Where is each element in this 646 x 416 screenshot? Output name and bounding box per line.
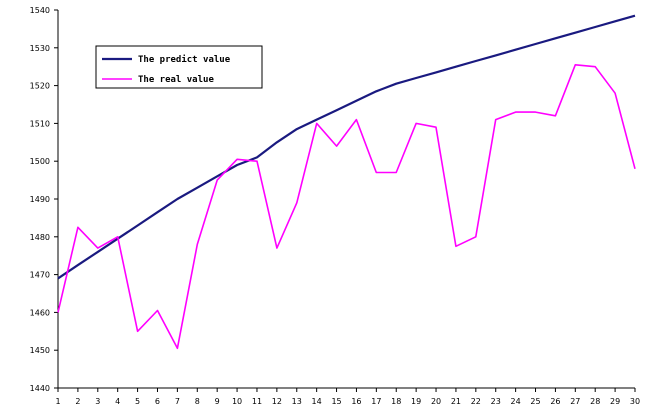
- x-tick-label: 11: [252, 397, 262, 406]
- x-tick-label: 15: [331, 397, 341, 406]
- y-tick-label: 1510: [30, 119, 50, 128]
- series-layer: [57, 14, 636, 350]
- x-tick-label: 1: [55, 397, 60, 406]
- x-tick-label: 24: [511, 397, 521, 406]
- x-tick-label: 19: [411, 397, 421, 406]
- x-tick-label: 13: [292, 397, 302, 406]
- x-tick-label: 18: [391, 397, 401, 406]
- y-tick-label: 1460: [30, 308, 50, 317]
- x-tick-label: 2: [75, 397, 80, 406]
- x-tick-label: 28: [590, 397, 600, 406]
- x-tick-label: 26: [550, 397, 560, 406]
- y-tick-label: 1480: [30, 233, 50, 242]
- y-tick-label: 1470: [30, 271, 50, 280]
- legend-label: The real value: [138, 75, 214, 85]
- y-tick-label: 1520: [30, 82, 50, 91]
- x-tick-label: 22: [471, 397, 481, 406]
- predict-series-line: [57, 14, 636, 280]
- x-tick-label: 27: [570, 397, 580, 406]
- y-tick-label: 1440: [30, 384, 50, 393]
- x-tick-label: 20: [431, 397, 441, 406]
- x-tick-label: 6: [155, 397, 160, 406]
- x-tick-label: 16: [351, 397, 361, 406]
- x-tick-label: 23: [491, 397, 501, 406]
- legend-label: The predict value: [138, 54, 231, 65]
- x-axis-ticks: 1 2 3 4 5 6 7 8 9 10 11 12 13 14 15 16 17 18 19 20 21 22 23 24 2…: [55, 388, 640, 406]
- y-tick-label: 1530: [30, 44, 50, 53]
- legend-box: [95, 45, 263, 89]
- x-tick-label: 7: [175, 397, 180, 406]
- y-tick-label: 1450: [30, 346, 50, 355]
- x-tick-label: 17: [371, 397, 381, 406]
- real-series-line: [57, 64, 636, 350]
- x-tick-label: 12: [272, 397, 282, 406]
- y-tick-label: 1490: [30, 195, 50, 204]
- x-tick-label: 29: [610, 397, 620, 406]
- x-tick-label: 14: [312, 397, 322, 406]
- x-tick-label: 4: [115, 397, 120, 406]
- x-tick-label: 30: [630, 397, 640, 406]
- y-tick-label: 1500: [30, 157, 50, 166]
- legend: The predict value The real value: [95, 45, 263, 89]
- y-axis-ticks: 1440 1450 1460 1470 1480 1490 1500 1510 1520 1530…: [30, 6, 58, 393]
- x-tick-label: 8: [195, 397, 200, 406]
- x-tick-label: 5: [135, 397, 140, 406]
- x-tick-label: 21: [451, 397, 461, 406]
- x-tick-label: 3: [95, 397, 100, 406]
- x-tick-label: 10: [232, 397, 242, 406]
- y-tick-label: 1540: [30, 6, 50, 15]
- x-tick-label: 25: [530, 397, 540, 406]
- x-tick-label: 9: [215, 397, 220, 406]
